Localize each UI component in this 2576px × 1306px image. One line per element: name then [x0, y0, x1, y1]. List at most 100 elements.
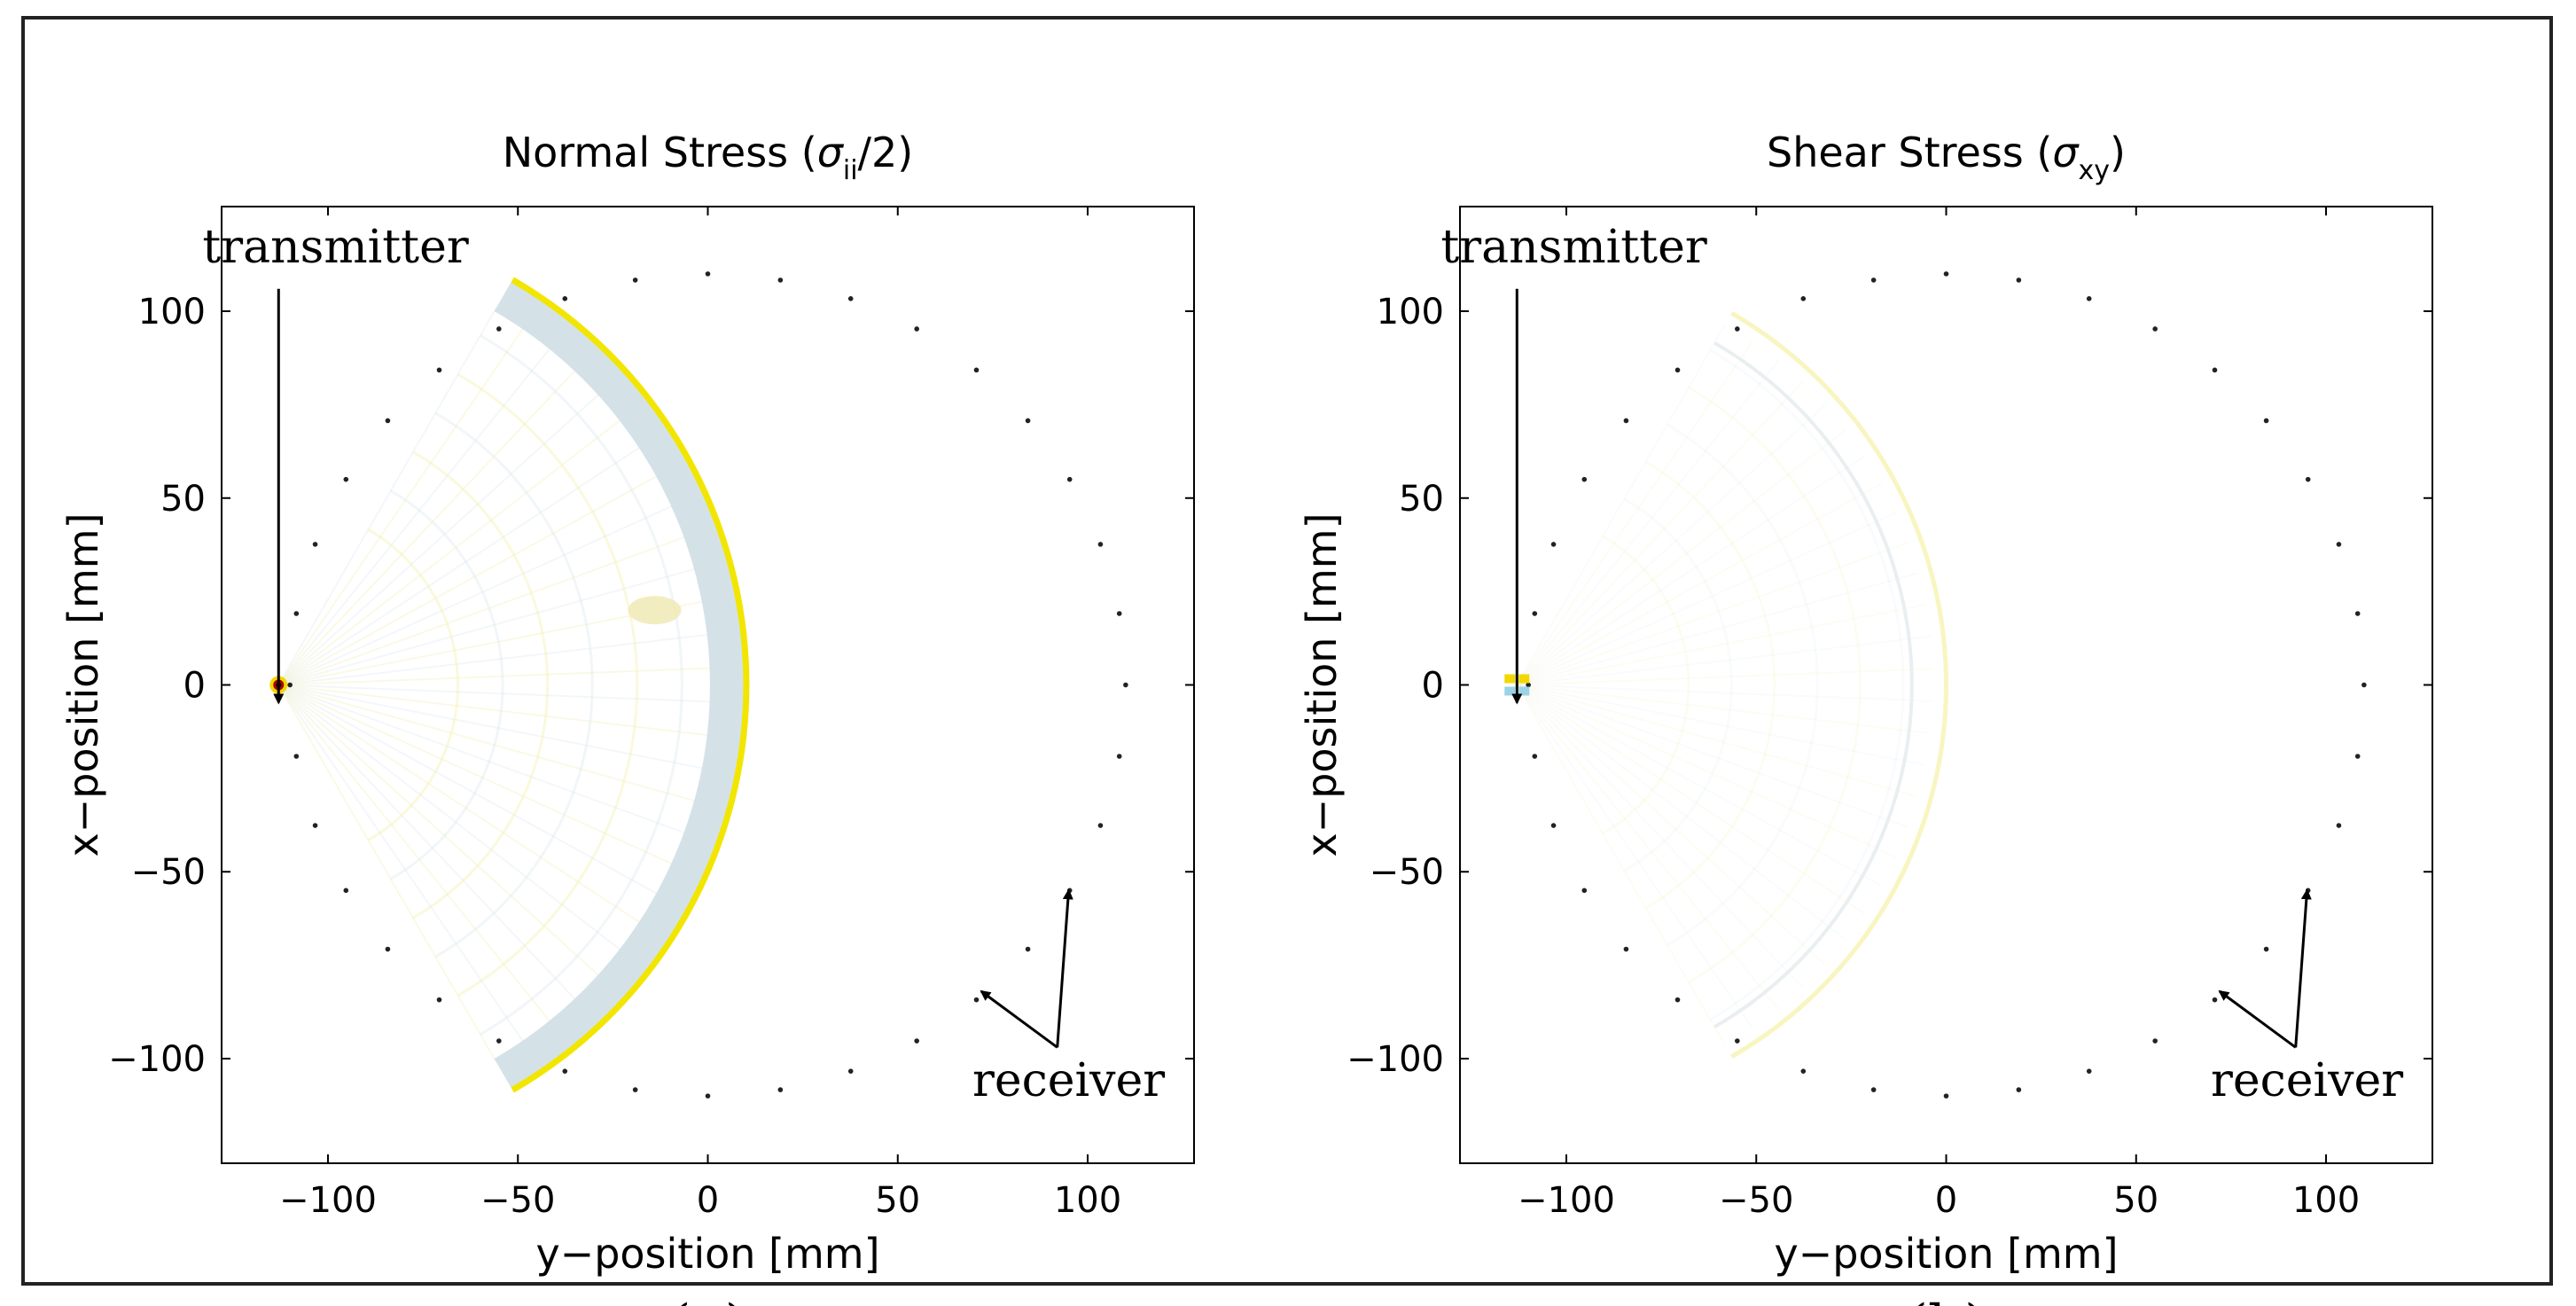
field-streak: [277, 418, 623, 686]
field-streak: [278, 633, 711, 686]
receiver-arrow: [2218, 989, 2297, 1049]
receiver-dot: [1735, 326, 1740, 332]
receiver-dot: [1800, 1068, 1807, 1074]
x-tick-label: −100: [1518, 1180, 1615, 1221]
x-axis-label: y−position [mm]: [1774, 1230, 2118, 1278]
transmitter-lobe: [1518, 686, 1530, 696]
field-streak: [1517, 635, 1931, 686]
receiver-dot: [343, 476, 349, 482]
field-streak: [1516, 684, 1826, 966]
transmitter-lobe: [1504, 674, 1516, 684]
field-streak: [1516, 684, 1753, 1029]
field-streak: [1517, 684, 1926, 766]
field-streak: [278, 667, 714, 686]
receiver-dot: [2263, 418, 2269, 424]
field-streak: [1517, 572, 1919, 686]
receiver-label: receiver: [972, 1054, 1165, 1107]
receiver-dot: [1581, 476, 1588, 482]
receiver-dot: [1735, 1038, 1740, 1044]
field-streak: [1516, 482, 1883, 686]
receiver-dot: [562, 296, 568, 301]
receiver-dot: [1550, 542, 1557, 547]
y-ticks: −100 −50 0 50 100: [1347, 292, 2432, 1080]
plot-title: Shear Stress (σxy): [1767, 129, 2126, 186]
receiver-dot: [847, 296, 854, 301]
field-arc: [367, 528, 460, 841]
receiver-dot: [312, 823, 318, 828]
receiver-dot: [2354, 611, 2361, 616]
field-streak: [1516, 324, 1726, 686]
field-streak: [1517, 684, 1933, 702]
field-streak: [1516, 684, 1726, 1046]
receiver-dot: [1116, 754, 1122, 759]
field-streak: [1516, 684, 1897, 858]
receiver-dot: [1674, 997, 1681, 1003]
receiver-dot: [1066, 476, 1073, 482]
annotation-arrows: [1511, 288, 2312, 1049]
receiver-dot: [1532, 611, 1538, 616]
y-tick-label: 100: [1377, 292, 1444, 332]
y-axis-label: x−position [mm]: [59, 512, 107, 856]
receiver-dot: [385, 946, 391, 952]
stress-field-background: [277, 308, 714, 1062]
receiver-dot: [436, 367, 442, 373]
wavefront-band: [494, 282, 744, 1088]
x-tick-label: −100: [279, 1180, 377, 1221]
receiver-dot: [2336, 542, 2342, 547]
field-streak: [277, 504, 675, 686]
field-streak: [277, 684, 526, 1044]
field-streak: [1516, 360, 1779, 686]
x-tick-label: 100: [2292, 1180, 2360, 1221]
field-arc: [1688, 386, 1862, 984]
receiver-dot: [312, 542, 318, 547]
receiver-dot: [705, 271, 711, 277]
y-ticks: −100 −50 0 50 100: [108, 292, 1194, 1080]
panel-a: −100 −50 0 50 100 −100 −50 0 50 100 Normal Stres…: [59, 129, 1195, 1306]
receiver-dot: [343, 888, 349, 894]
x-tick-label: 0: [697, 1180, 719, 1221]
field-streak: [1516, 684, 1779, 1010]
field-arc: [434, 411, 594, 958]
field-streak: [277, 684, 602, 978]
x-tick-label: 50: [2113, 1180, 2158, 1221]
field-arc: [480, 334, 683, 1036]
x-tick-label: −50: [480, 1180, 555, 1221]
x-tick-label: 100: [1054, 1180, 1121, 1221]
field-streak: [277, 684, 497, 1062]
wavefront-edge: [511, 277, 750, 1093]
y-tick-label: −100: [108, 1039, 206, 1080]
wavefront-notch: [628, 596, 682, 625]
x-ticks: −100 −50 0 50 100: [279, 207, 1121, 1221]
field-streak: [277, 684, 675, 866]
receiver-dot: [777, 278, 784, 283]
field-streak: [1516, 428, 1847, 686]
transmitter-label: transmitter: [202, 221, 468, 274]
field-streak: [277, 684, 660, 896]
field-streak: [277, 308, 497, 686]
field-streak: [1516, 404, 1826, 686]
receiver-dot: [2086, 296, 2092, 301]
field-streak: [1516, 340, 1753, 686]
receiver-dot: [1800, 296, 1807, 301]
receiver-dot: [1116, 611, 1122, 616]
y-tick-label: −50: [1370, 852, 1444, 893]
y-tick-label: 50: [160, 479, 206, 520]
receiver-dot: [293, 611, 300, 616]
field-arc: [1644, 460, 1776, 910]
field-streak: [277, 535, 688, 686]
x-axis-label: y−position [mm]: [535, 1230, 879, 1278]
receiver-dot: [1581, 888, 1588, 894]
transmitter-marker: [1504, 674, 1530, 696]
field-streak: [277, 684, 578, 1002]
annotation-arrows: [273, 288, 1073, 1049]
receiver-dot: [2361, 682, 2367, 688]
receiver-dot: [632, 278, 638, 283]
field-streak: [278, 684, 714, 703]
field-streak: [277, 392, 602, 686]
field-streak: [1517, 604, 1926, 686]
field-streak: [1516, 512, 1897, 686]
field-streak: [277, 684, 552, 1024]
field-streak: [277, 445, 643, 686]
receiver-dot: [436, 997, 442, 1003]
